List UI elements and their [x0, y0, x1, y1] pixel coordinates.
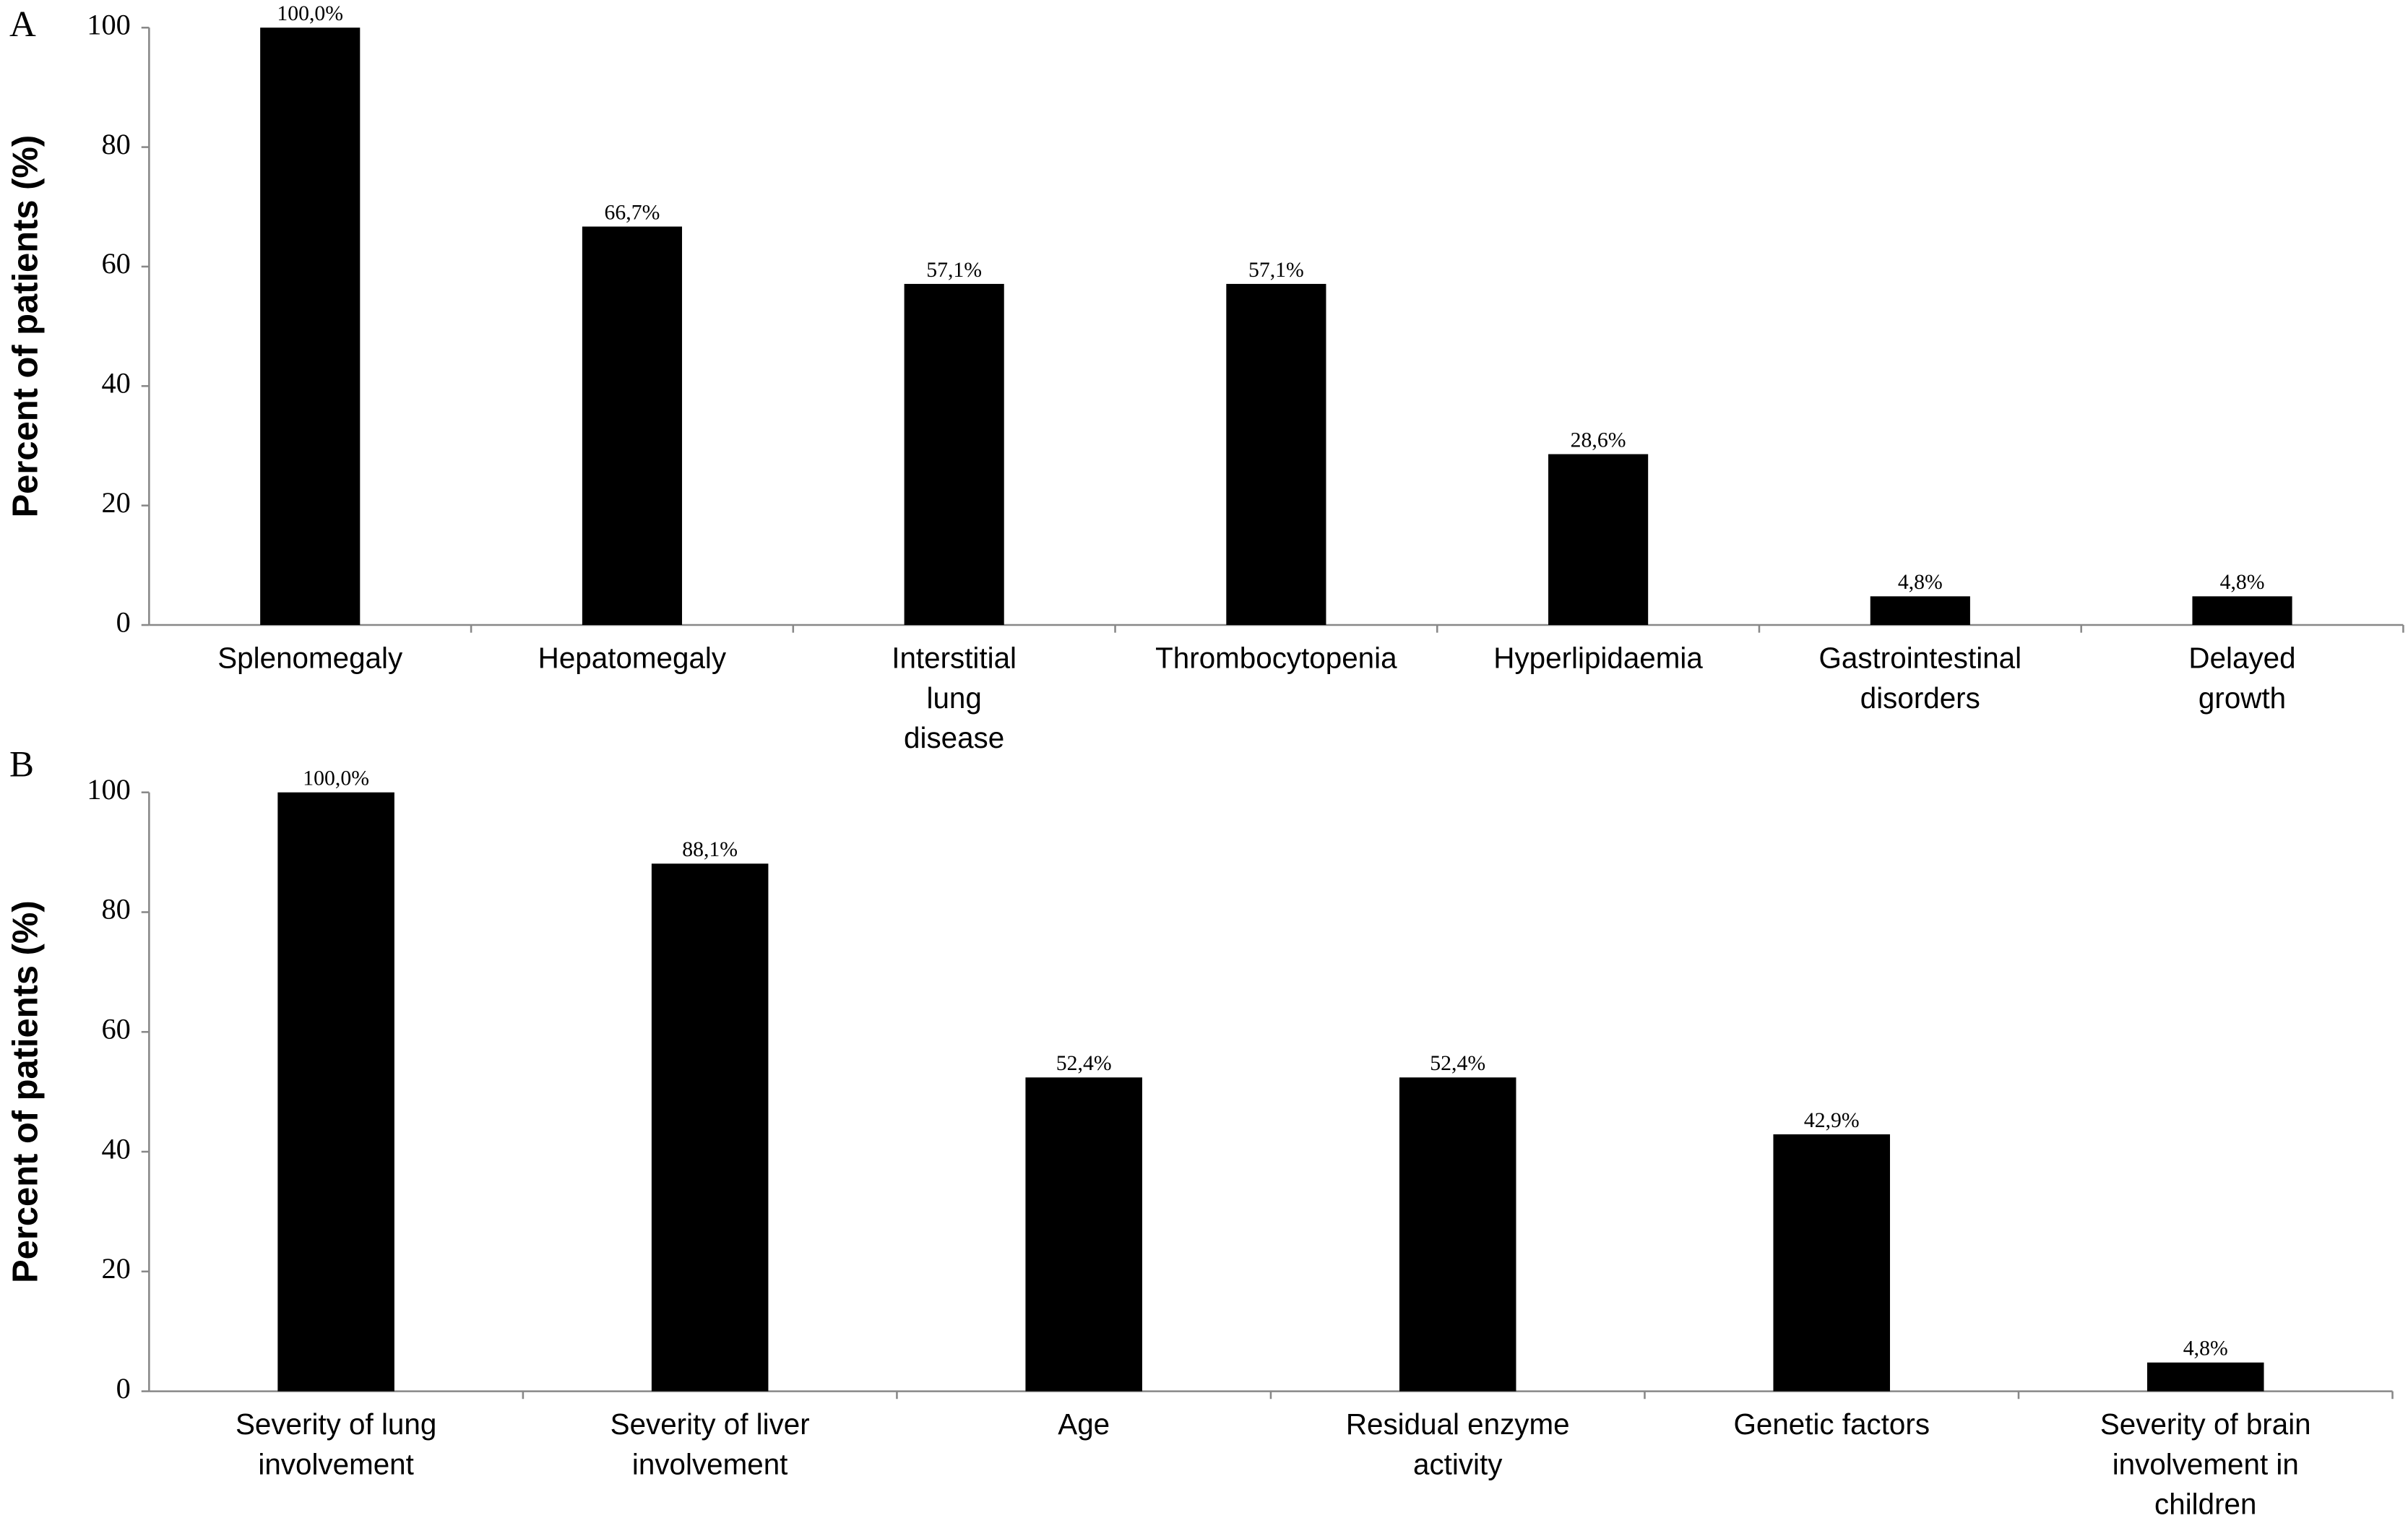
- x-tick-label: Hyperlipidaemia: [1493, 643, 1703, 676]
- x-tick-label: Splenomegaly: [217, 643, 403, 676]
- value-label: 100,0%: [277, 1, 343, 25]
- value-label: 4,8%: [2183, 1337, 2228, 1360]
- value-label: 100,0%: [303, 767, 369, 790]
- y-tick-label: 80: [101, 128, 130, 160]
- value-label: 57,1%: [1248, 258, 1304, 282]
- x-tick-label: Gastrointestinal disorders: [1818, 643, 2022, 716]
- x-tick-label-box: Residual enzyme activity: [1345, 1410, 1570, 1482]
- value-label: 57,1%: [926, 258, 982, 282]
- bar: [2147, 1362, 2264, 1392]
- value-label: 28,6%: [1571, 428, 1626, 452]
- panel-label: B: [9, 744, 34, 785]
- x-tick-label-box: Interstitial lung disease: [892, 643, 1017, 756]
- x-tick-label: Residual enzyme activity: [1345, 1410, 1570, 1482]
- y-tick-label: 40: [101, 367, 130, 400]
- y-tick-label: 60: [101, 247, 130, 280]
- x-tick-label: Thrombocytopenia: [1155, 643, 1397, 676]
- y-tick-label: 0: [116, 605, 131, 638]
- y-tick-label: 20: [101, 486, 130, 519]
- y-tick-label: 80: [101, 893, 130, 926]
- x-tick-label-box: Splenomegaly: [217, 643, 403, 676]
- panel-label: A: [9, 4, 36, 45]
- x-tick-label: Delayed growth: [2188, 643, 2296, 716]
- y-tick-label: 100: [87, 773, 131, 806]
- y-tick-label: 60: [101, 1013, 130, 1045]
- value-label: 4,8%: [2220, 570, 2265, 594]
- value-label: 66,7%: [605, 200, 660, 224]
- bar: [277, 792, 394, 1392]
- bar: [1870, 596, 1970, 626]
- x-tick-label: Severity of liver involvement: [610, 1410, 810, 1482]
- x-tick-label-box: Gastrointestinal disorders: [1818, 643, 2022, 716]
- value-label: 4,8%: [1898, 570, 1943, 594]
- x-tick-label-box: Severity of brain involvement in childre…: [2100, 1410, 2311, 1522]
- x-tick-label-box: Hyperlipidaemia: [1493, 643, 1703, 676]
- x-tick-label: Hepatomegaly: [538, 643, 727, 676]
- y-tick-label: 40: [101, 1132, 130, 1165]
- value-label: 88,1%: [682, 837, 738, 861]
- x-tick-label-box: Genetic factors: [1733, 1410, 1930, 1442]
- x-tick-label: Interstitial lung disease: [892, 643, 1017, 756]
- bar: [1226, 283, 1326, 626]
- x-tick-label-box: Severity of liver involvement: [610, 1410, 810, 1482]
- x-tick-label-box: Thrombocytopenia: [1155, 643, 1397, 676]
- y-axis-label: Percent of patients (%): [6, 135, 45, 518]
- bar: [1025, 1077, 1142, 1392]
- value-label: 52,4%: [1430, 1051, 1485, 1075]
- bar: [651, 863, 769, 1392]
- bar: [1773, 1134, 1891, 1392]
- y-axis-label: Percent of patients (%): [6, 900, 45, 1283]
- bar: [904, 283, 1004, 626]
- y-tick-label: 20: [101, 1252, 130, 1285]
- bar: [2192, 596, 2292, 626]
- bar: [260, 27, 361, 626]
- value-label: 42,9%: [1804, 1108, 1860, 1132]
- y-tick-label: 100: [87, 9, 131, 41]
- x-tick-label: Severity of brain involvement in childre…: [2100, 1410, 2311, 1522]
- bar: [1399, 1077, 1516, 1392]
- bar: [582, 226, 683, 626]
- x-tick-label-box: Hepatomegaly: [538, 643, 727, 676]
- x-tick-label: Genetic factors: [1733, 1410, 1930, 1442]
- x-tick-label: Severity of lung involvement: [235, 1410, 437, 1482]
- value-label: 52,4%: [1056, 1051, 1112, 1075]
- x-tick-label: Age: [1058, 1410, 1110, 1442]
- y-tick-label: 0: [116, 1372, 131, 1405]
- x-tick-label-box: Severity of lung involvement: [235, 1410, 437, 1482]
- bar: [1548, 454, 1649, 626]
- x-tick-label-box: Age: [1058, 1410, 1110, 1442]
- x-tick-label-box: Delayed growth: [2188, 643, 2296, 716]
